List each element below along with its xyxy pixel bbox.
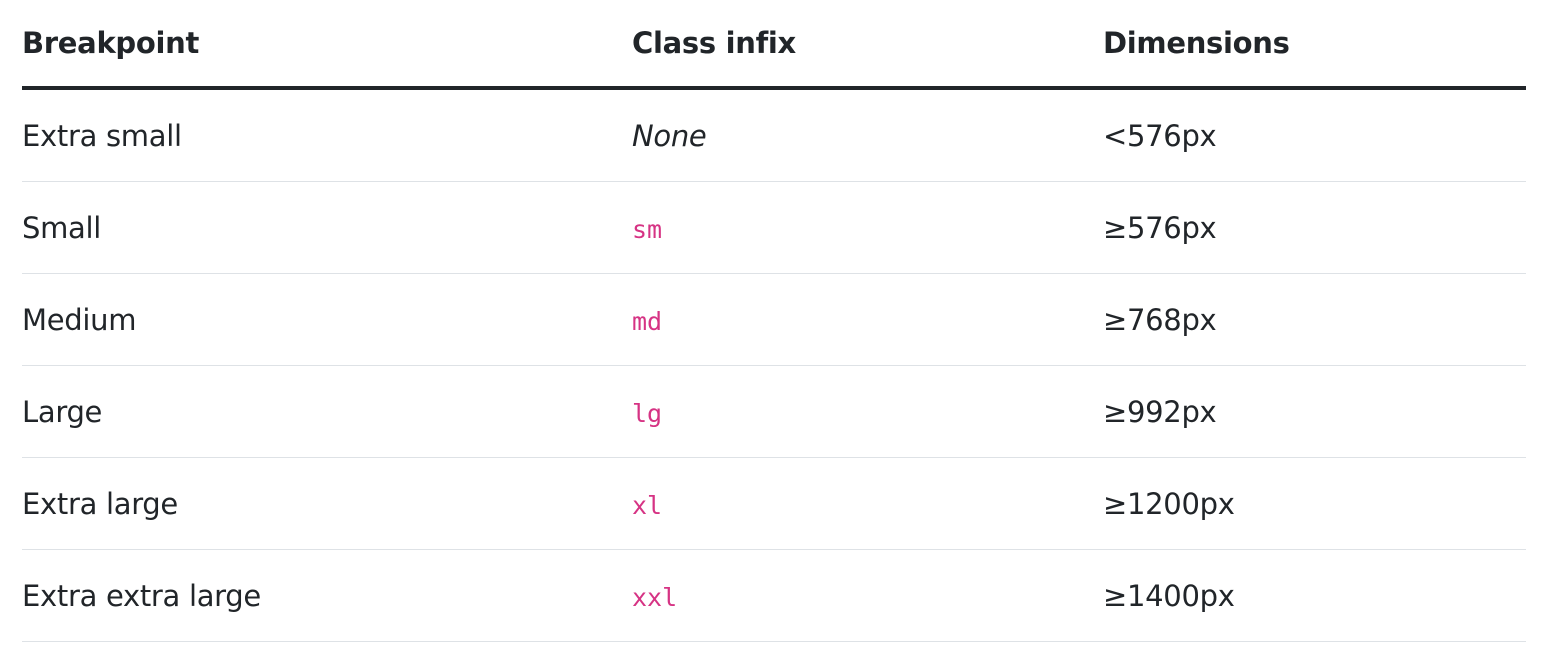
table-row: Extra large xl ≥1200px (22, 458, 1526, 550)
cell-class-infix: None (632, 88, 1103, 182)
table-header: Breakpoint Class infix Dimensions (22, 0, 1526, 88)
cell-class-infix: xl (632, 458, 1103, 550)
cell-class-infix: sm (632, 182, 1103, 274)
cell-dimensions: ≥1400px (1103, 550, 1526, 642)
table-row: Small sm ≥576px (22, 182, 1526, 274)
cell-dimensions: <576px (1103, 88, 1526, 182)
cell-breakpoint: Medium (22, 274, 632, 366)
breakpoints-table: Breakpoint Class infix Dimensions Extra … (22, 0, 1526, 642)
table-row: Large lg ≥992px (22, 366, 1526, 458)
table-row: Medium md ≥768px (22, 274, 1526, 366)
cell-dimensions: ≥768px (1103, 274, 1526, 366)
cell-breakpoint: Large (22, 366, 632, 458)
cell-breakpoint: Small (22, 182, 632, 274)
header-row: Breakpoint Class infix Dimensions (22, 0, 1526, 88)
table-row: Extra small None <576px (22, 88, 1526, 182)
cell-dimensions: ≥1200px (1103, 458, 1526, 550)
breakpoints-table-wrapper: Breakpoint Class infix Dimensions Extra … (22, 0, 1526, 642)
cell-class-infix: xxl (632, 550, 1103, 642)
cell-breakpoint: Extra small (22, 88, 632, 182)
infix-code: xxl (632, 583, 677, 612)
table-body: Extra small None <576px Small sm ≥576px … (22, 88, 1526, 642)
infix-code: sm (632, 215, 662, 244)
header-class-infix: Class infix (632, 0, 1103, 88)
infix-code: lg (632, 399, 662, 428)
cell-breakpoint: Extra extra large (22, 550, 632, 642)
cell-class-infix: md (632, 274, 1103, 366)
header-breakpoint: Breakpoint (22, 0, 632, 88)
header-dimensions: Dimensions (1103, 0, 1526, 88)
cell-class-infix: lg (632, 366, 1103, 458)
infix-code: md (632, 307, 662, 336)
table-row: Extra extra large xxl ≥1400px (22, 550, 1526, 642)
cell-breakpoint: Extra large (22, 458, 632, 550)
infix-code: xl (632, 491, 662, 520)
cell-dimensions: ≥992px (1103, 366, 1526, 458)
cell-dimensions: ≥576px (1103, 182, 1526, 274)
